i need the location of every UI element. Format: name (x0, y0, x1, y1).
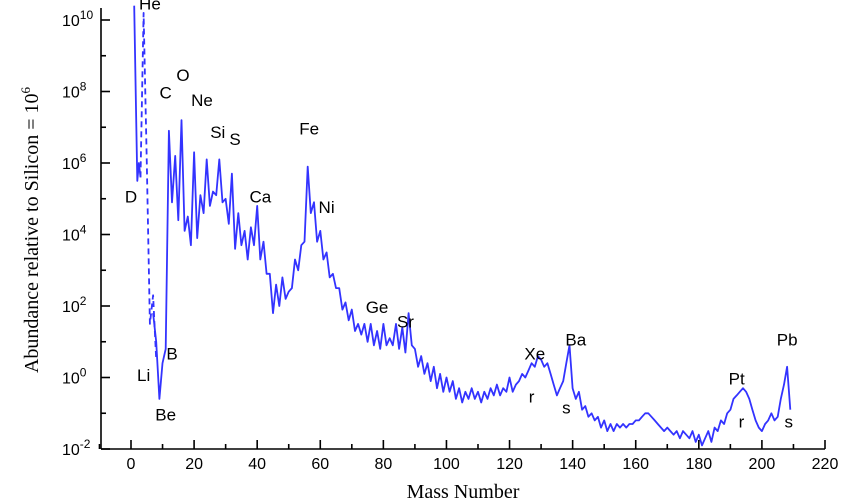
x-ticks: 0 20 40 60 80 100 120 140 160 180 200 220 (98, 440, 839, 473)
x-tick-label: 40 (248, 456, 266, 473)
x-tick-label: 80 (374, 456, 392, 473)
element-label: D (125, 187, 137, 206)
element-label: r (529, 388, 535, 407)
element-label: He (139, 0, 161, 13)
element-label: Ba (565, 330, 586, 349)
x-axis-title: Mass Number (407, 481, 520, 502)
y-ticks: 10-2 100 102 104 106 108 1010 (62, 8, 110, 459)
element-label: S (229, 130, 240, 149)
x-tick-label: 60 (311, 456, 329, 473)
element-label: s (562, 398, 571, 417)
element-label: Pt (729, 370, 745, 389)
x-tick-label: 200 (749, 456, 776, 473)
y-axis-title: Abundance relative to Silicon = 106 (18, 86, 43, 373)
x-tick-label: 0 (127, 456, 136, 473)
x-tick-label: 180 (685, 456, 712, 473)
series-line-1 (133, 5, 142, 182)
y-axis-title-sup: 6 (18, 86, 33, 93)
element-label: Xe (524, 345, 545, 364)
element-label: r (739, 413, 745, 432)
element-label: Sr (397, 312, 414, 331)
x-tick-label: 140 (559, 456, 586, 473)
y-tick-label: 1010 (62, 8, 93, 30)
y-tick-label: 108 (62, 80, 87, 102)
element-label: Li (137, 366, 150, 385)
x-tick-label: 220 (812, 456, 839, 473)
y-axis-title-text: Abundance relative to Silicon = 10 (21, 93, 43, 373)
y-tick-label: 10-2 (62, 437, 91, 459)
element-annotations: HHeDCONeSiSCaFeNiGeSrLiBBeXerBasPtrPbs (125, 0, 798, 432)
element-label: Fe (299, 119, 319, 138)
element-label: s (784, 413, 793, 432)
element-label: Ne (191, 91, 213, 110)
y-tick-label: 104 (62, 223, 87, 245)
element-label: C (160, 84, 172, 103)
element-label: Ca (249, 187, 271, 206)
x-tick-label: 120 (496, 456, 523, 473)
x-tick-label: 160 (622, 456, 649, 473)
element-label: Ge (366, 298, 389, 317)
element-label: Pb (777, 330, 798, 349)
element-label: B (166, 345, 177, 364)
series-line-3 (152, 119, 792, 447)
element-label: Ni (319, 198, 335, 217)
x-tick-label: 100 (433, 456, 460, 473)
y-tick-label: 106 (62, 151, 87, 173)
plot-lines (133, 5, 792, 447)
x-tick-label: 20 (185, 456, 203, 473)
element-label: Si (210, 123, 225, 142)
element-label: O (176, 66, 189, 85)
y-tick-label: 100 (62, 366, 87, 388)
element-label: Be (155, 405, 176, 424)
axes (100, 8, 825, 450)
series-line-2 (139, 12, 158, 360)
y-tick-label: 102 (62, 294, 87, 316)
